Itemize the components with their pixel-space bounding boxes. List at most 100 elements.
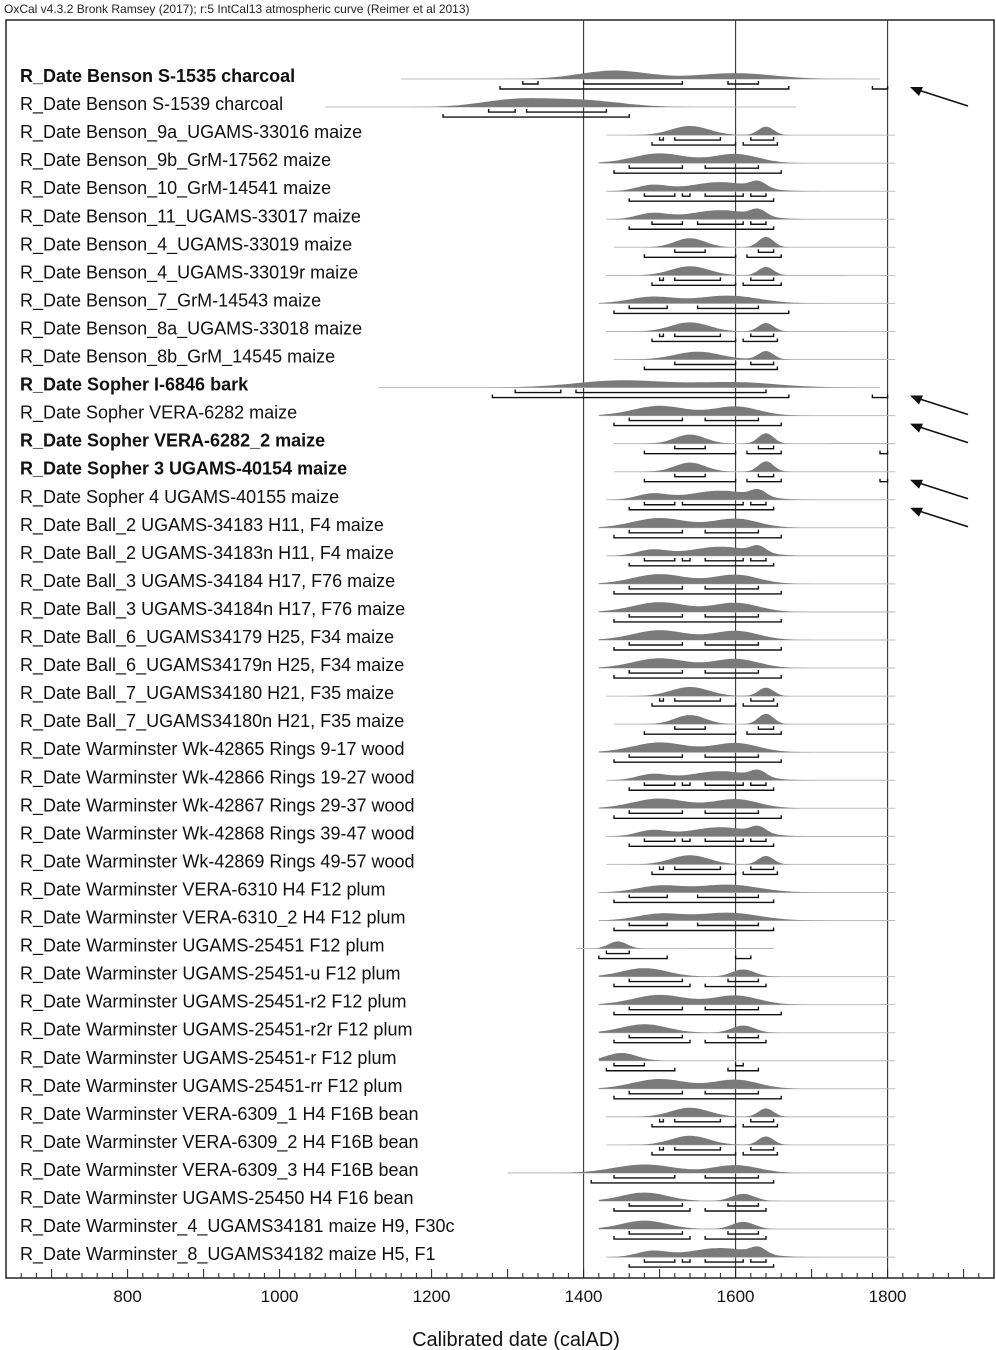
row-23: R_Date Ball_7_UGAMS34180 H21, F35 maize [20, 683, 896, 707]
x-tick-label: 1000 [261, 1287, 299, 1306]
row-label: R_Date Warminster Wk-42867 Rings 29-37 w… [20, 795, 415, 816]
range-68-bracket [613, 1062, 646, 1067]
density-curve [606, 489, 896, 500]
density-curve [598, 1053, 896, 1061]
chart-caption: OxCal v4.3.2 Bronk Ramsey (2017); r:5 In… [4, 2, 470, 16]
range-95-bracket [628, 562, 775, 567]
row-label: R_Date Warminster UGAMS-25451-rr F12 plu… [20, 1076, 402, 1097]
range-68-bracket [757, 726, 775, 730]
range-68-bracket [681, 501, 744, 506]
density-curve [598, 574, 896, 584]
row-label: R_Date Benson_9a_UGAMS-33016 maize [20, 122, 362, 143]
density-curve [598, 1079, 896, 1089]
row-4: R_Date Benson_9b_GrM-17562 maize [20, 150, 896, 174]
range-68-bracket [658, 277, 665, 282]
range-95-bracket [613, 1039, 691, 1044]
density-curve [598, 602, 896, 612]
range-95-bracket [742, 282, 782, 287]
range-95-bracket [643, 450, 737, 455]
range-68-bracket [674, 277, 722, 282]
row-label: R_Date Warminster Wk-42869 Rings 49-57 w… [20, 851, 415, 872]
range-68-bracket [704, 1090, 760, 1095]
row-6: R_Date Benson_11_UGAMS-33017 maize [20, 206, 896, 230]
range-68-bracket [750, 698, 775, 702]
range-68-bracket [750, 557, 767, 562]
range-68-bracket [658, 1118, 665, 1123]
row-label: R_Date Sopher VERA-6282_2 maize [20, 431, 325, 451]
annotation-arrow-head [910, 507, 923, 517]
row-17: R_Date Ball_2 UGAMS-34183 H11, F4 maize [20, 515, 896, 539]
range-68-bracket [674, 698, 722, 702]
row-label: R_Date Warminster Wk-42866 Rings 19-27 w… [20, 767, 415, 788]
range-68-bracket [727, 978, 760, 983]
range-95-bracket [704, 1236, 767, 1240]
density-curve [606, 1135, 896, 1145]
row-39: R_Date Warminster VERA-6309_2 H4 F16B be… [20, 1132, 896, 1156]
row-label: R_Date Ball_6_UGAMS34179n H25, F34 maize [20, 655, 404, 676]
range-68-bracket [750, 501, 767, 506]
density-curve [606, 825, 896, 837]
range-68-bracket [704, 1006, 760, 1011]
row-41: R_Date Warminster UGAMS-25450 H4 F16 bea… [20, 1188, 896, 1212]
row-8: R_Date Benson_4_UGAMS-33019r maize [20, 262, 896, 287]
range-95-bracket [643, 478, 737, 483]
row-label: R_Date Benson_7_GrM-14543 maize [20, 290, 321, 311]
density-curve [598, 405, 896, 416]
row-18: R_Date Ball_2 UGAMS-34183n H11, F4 maize [20, 543, 896, 567]
range-68-bracket [628, 585, 684, 590]
range-68-bracket [704, 642, 760, 646]
range-95-bracket [651, 703, 737, 707]
range-68-bracket [681, 1259, 691, 1263]
range-68-bracket [628, 922, 668, 927]
range-68-bracket [643, 1259, 676, 1263]
density-curve [598, 630, 896, 640]
row-label: R_Date Warminster VERA-6310_2 H4 F12 plu… [20, 908, 406, 929]
range-68-bracket [628, 417, 684, 422]
row-label: R_Date Ball_2 UGAMS-34183n H11, F4 maize [20, 543, 394, 564]
range-68-bracket [674, 866, 722, 871]
density-curve [598, 658, 896, 669]
range-95-bracket [742, 1123, 779, 1128]
row-label: R_Date Benson S-1535 charcoal [20, 66, 295, 86]
x-tick-label: 1400 [565, 1287, 603, 1306]
row-21: R_Date Ball_6_UGAMS34179 H25, F34 maize [20, 627, 896, 651]
range-95-bracket [643, 254, 737, 258]
density-curve [614, 236, 896, 248]
x-tick-label: 1200 [413, 1287, 451, 1306]
range-68-bracket [628, 1006, 684, 1011]
range-68-bracket [575, 389, 767, 394]
range-95-bracket [742, 338, 779, 343]
row-10: R_Date Benson_8a_UGAMS-33018 maize [20, 318, 896, 343]
row-label: R_Date Sopher 4 UGAMS-40155 maize [20, 487, 339, 508]
range-68-bracket [522, 81, 539, 85]
range-68-bracket [750, 221, 767, 225]
range-68-bracket [628, 894, 668, 899]
range-68-bracket [651, 221, 684, 225]
row-label: R_Date Warminster VERA-6310 H4 F12 plum [20, 879, 385, 900]
range-95-bracket [746, 450, 782, 455]
range-68-bracket [757, 445, 775, 450]
density-curve [614, 433, 896, 444]
range-95-bracket [613, 927, 775, 932]
density-curve [598, 884, 896, 893]
range-68-bracket [704, 557, 744, 562]
density-curve [598, 518, 896, 528]
density-curve [598, 153, 896, 164]
density-curve [325, 98, 797, 108]
density-curve [614, 351, 896, 360]
range-95-bracket [628, 198, 775, 202]
range-68-bracket [628, 529, 684, 534]
range-68-bracket [643, 782, 676, 786]
row-31: R_Date Warminster VERA-6310_2 H4 F12 plu… [20, 908, 896, 932]
range-68-bracket [674, 1146, 722, 1151]
range-68-bracket [628, 165, 684, 169]
row-label: R_Date Ball_7_UGAMS34180 H21, F35 maize [20, 683, 394, 704]
range-95-bracket [651, 142, 737, 146]
range-68-bracket [757, 249, 775, 253]
range-95-bracket [704, 1039, 767, 1044]
row-40: R_Date Warminster VERA-6309_3 H4 F16B be… [20, 1160, 896, 1184]
row-12: R_Date Sopher I-6846 bark [20, 375, 969, 416]
range-95-bracket [613, 1236, 691, 1240]
annotation-arrow-head [910, 423, 923, 433]
